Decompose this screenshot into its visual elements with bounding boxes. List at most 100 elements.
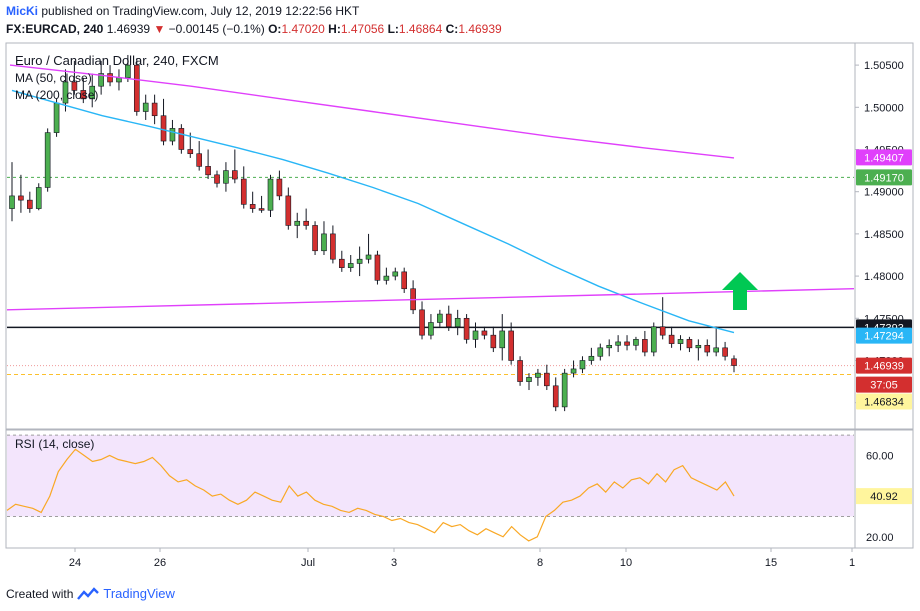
candle-body xyxy=(133,64,140,112)
candle-body xyxy=(481,330,488,336)
candle-body xyxy=(579,360,586,370)
candle-body xyxy=(9,195,15,209)
rsi-band xyxy=(7,435,854,517)
candle-body xyxy=(267,178,274,211)
candle-body xyxy=(71,81,78,91)
price-label-text: 1.46834 xyxy=(864,396,904,408)
candle-body xyxy=(624,341,630,346)
price-tick-label: 1.48500 xyxy=(864,229,904,241)
candle-body xyxy=(232,170,238,180)
price-tick-label: 1.50500 xyxy=(864,60,904,72)
candle-body xyxy=(570,368,577,374)
candle-body xyxy=(633,339,639,346)
time-tick-label: 1 xyxy=(849,557,855,569)
candle-body xyxy=(490,334,497,349)
time-tick-label: 8 xyxy=(537,557,543,569)
rsi-tick-label: 60.00 xyxy=(866,450,894,462)
candle-body xyxy=(392,271,399,277)
candle-body xyxy=(365,254,372,260)
candle-body xyxy=(285,195,292,226)
publish-info: MicKi published on TradingView.com, July… xyxy=(6,4,359,18)
candle-body xyxy=(142,102,149,112)
candle-body xyxy=(169,128,176,142)
candle-body xyxy=(80,90,87,100)
rsi-tick-label: 20.00 xyxy=(866,532,894,544)
price-label-text: 1.46939 xyxy=(864,361,904,373)
price-label-text: 37:05 xyxy=(870,380,898,392)
candle-body xyxy=(125,64,131,79)
price-label-box xyxy=(856,169,912,186)
rsi-legend: RSI (14, close) xyxy=(15,437,94,451)
candle-body xyxy=(35,187,42,209)
candle-body xyxy=(356,258,363,264)
chart-title: Euro / Canadian Dollar, 240, FXCM xyxy=(15,53,219,68)
price-label-box xyxy=(856,357,912,374)
candle-body xyxy=(27,199,33,209)
candle-body xyxy=(205,166,211,176)
candle-body xyxy=(44,132,51,188)
candle-body xyxy=(62,81,69,104)
candle-body xyxy=(615,341,621,346)
time-tick-label: Jul xyxy=(301,557,315,569)
candle-body xyxy=(731,358,737,366)
tradingview-logo-icon xyxy=(77,586,100,600)
created-with-text: Created with xyxy=(6,586,74,601)
candle-body xyxy=(472,330,479,340)
candle-body xyxy=(445,313,452,328)
rsi-line xyxy=(6,448,735,542)
ma50-line xyxy=(11,89,735,334)
price-pane-border xyxy=(5,42,914,430)
candle-body xyxy=(383,275,390,281)
candle-body xyxy=(321,233,327,252)
close-value: 1.46939 xyxy=(458,22,502,36)
candle-body xyxy=(249,204,256,209)
candle-body xyxy=(677,339,684,344)
price-label-box xyxy=(856,393,912,410)
brand-name[interactable]: TradingView xyxy=(103,586,175,601)
candle-body xyxy=(339,258,345,268)
candle-body xyxy=(89,85,96,100)
rsi-value-box xyxy=(856,488,912,505)
candle-body xyxy=(526,377,532,382)
rsi-value-text: 40.92 xyxy=(870,491,898,503)
candle-body xyxy=(704,344,711,353)
candle-body xyxy=(454,317,461,328)
close-label: C: xyxy=(445,22,459,36)
candle-body xyxy=(98,73,104,87)
candle-body xyxy=(18,195,24,201)
change: −0.00145 (−0.1%) xyxy=(168,22,265,36)
candle-body xyxy=(597,347,604,357)
candle-body xyxy=(401,271,407,290)
candle-body xyxy=(650,326,657,353)
open-value: 1.47020 xyxy=(281,22,325,36)
candle-body xyxy=(535,372,541,378)
last-price: 1.46939 xyxy=(106,22,151,36)
candle-body xyxy=(116,77,122,83)
candle-body xyxy=(659,326,666,336)
price-tick-label: 1.49000 xyxy=(864,187,904,199)
candle-body xyxy=(588,355,595,361)
time-tick-label: 3 xyxy=(391,557,397,569)
candle-body xyxy=(196,153,202,167)
footer: Created with TradingView xyxy=(6,586,175,601)
candle-body xyxy=(223,170,229,184)
price-label-text: 1.49407 xyxy=(864,152,904,164)
candle-body xyxy=(419,309,425,336)
candle-body xyxy=(303,220,309,226)
candle-body xyxy=(240,178,247,205)
time-tick-label: 24 xyxy=(69,557,81,569)
candle-body xyxy=(151,102,158,117)
candle-body xyxy=(428,322,434,336)
ohlc-bar: FX:EURCAD, 240 1.46939 ▼ −0.00145 (−0.1%… xyxy=(6,22,502,36)
author-name[interactable]: MicKi xyxy=(6,4,39,18)
high-value: 1.47056 xyxy=(340,22,385,36)
price-label-text: 1.49170 xyxy=(864,172,904,184)
candle-body xyxy=(544,372,550,387)
open-label: O: xyxy=(268,22,282,36)
price-tick-label: 1.48000 xyxy=(864,271,904,283)
price-label-box xyxy=(856,327,912,344)
time-tick-label: 10 xyxy=(620,557,632,569)
candle-body xyxy=(160,115,167,142)
price-label-text: 1.47294 xyxy=(864,331,904,343)
